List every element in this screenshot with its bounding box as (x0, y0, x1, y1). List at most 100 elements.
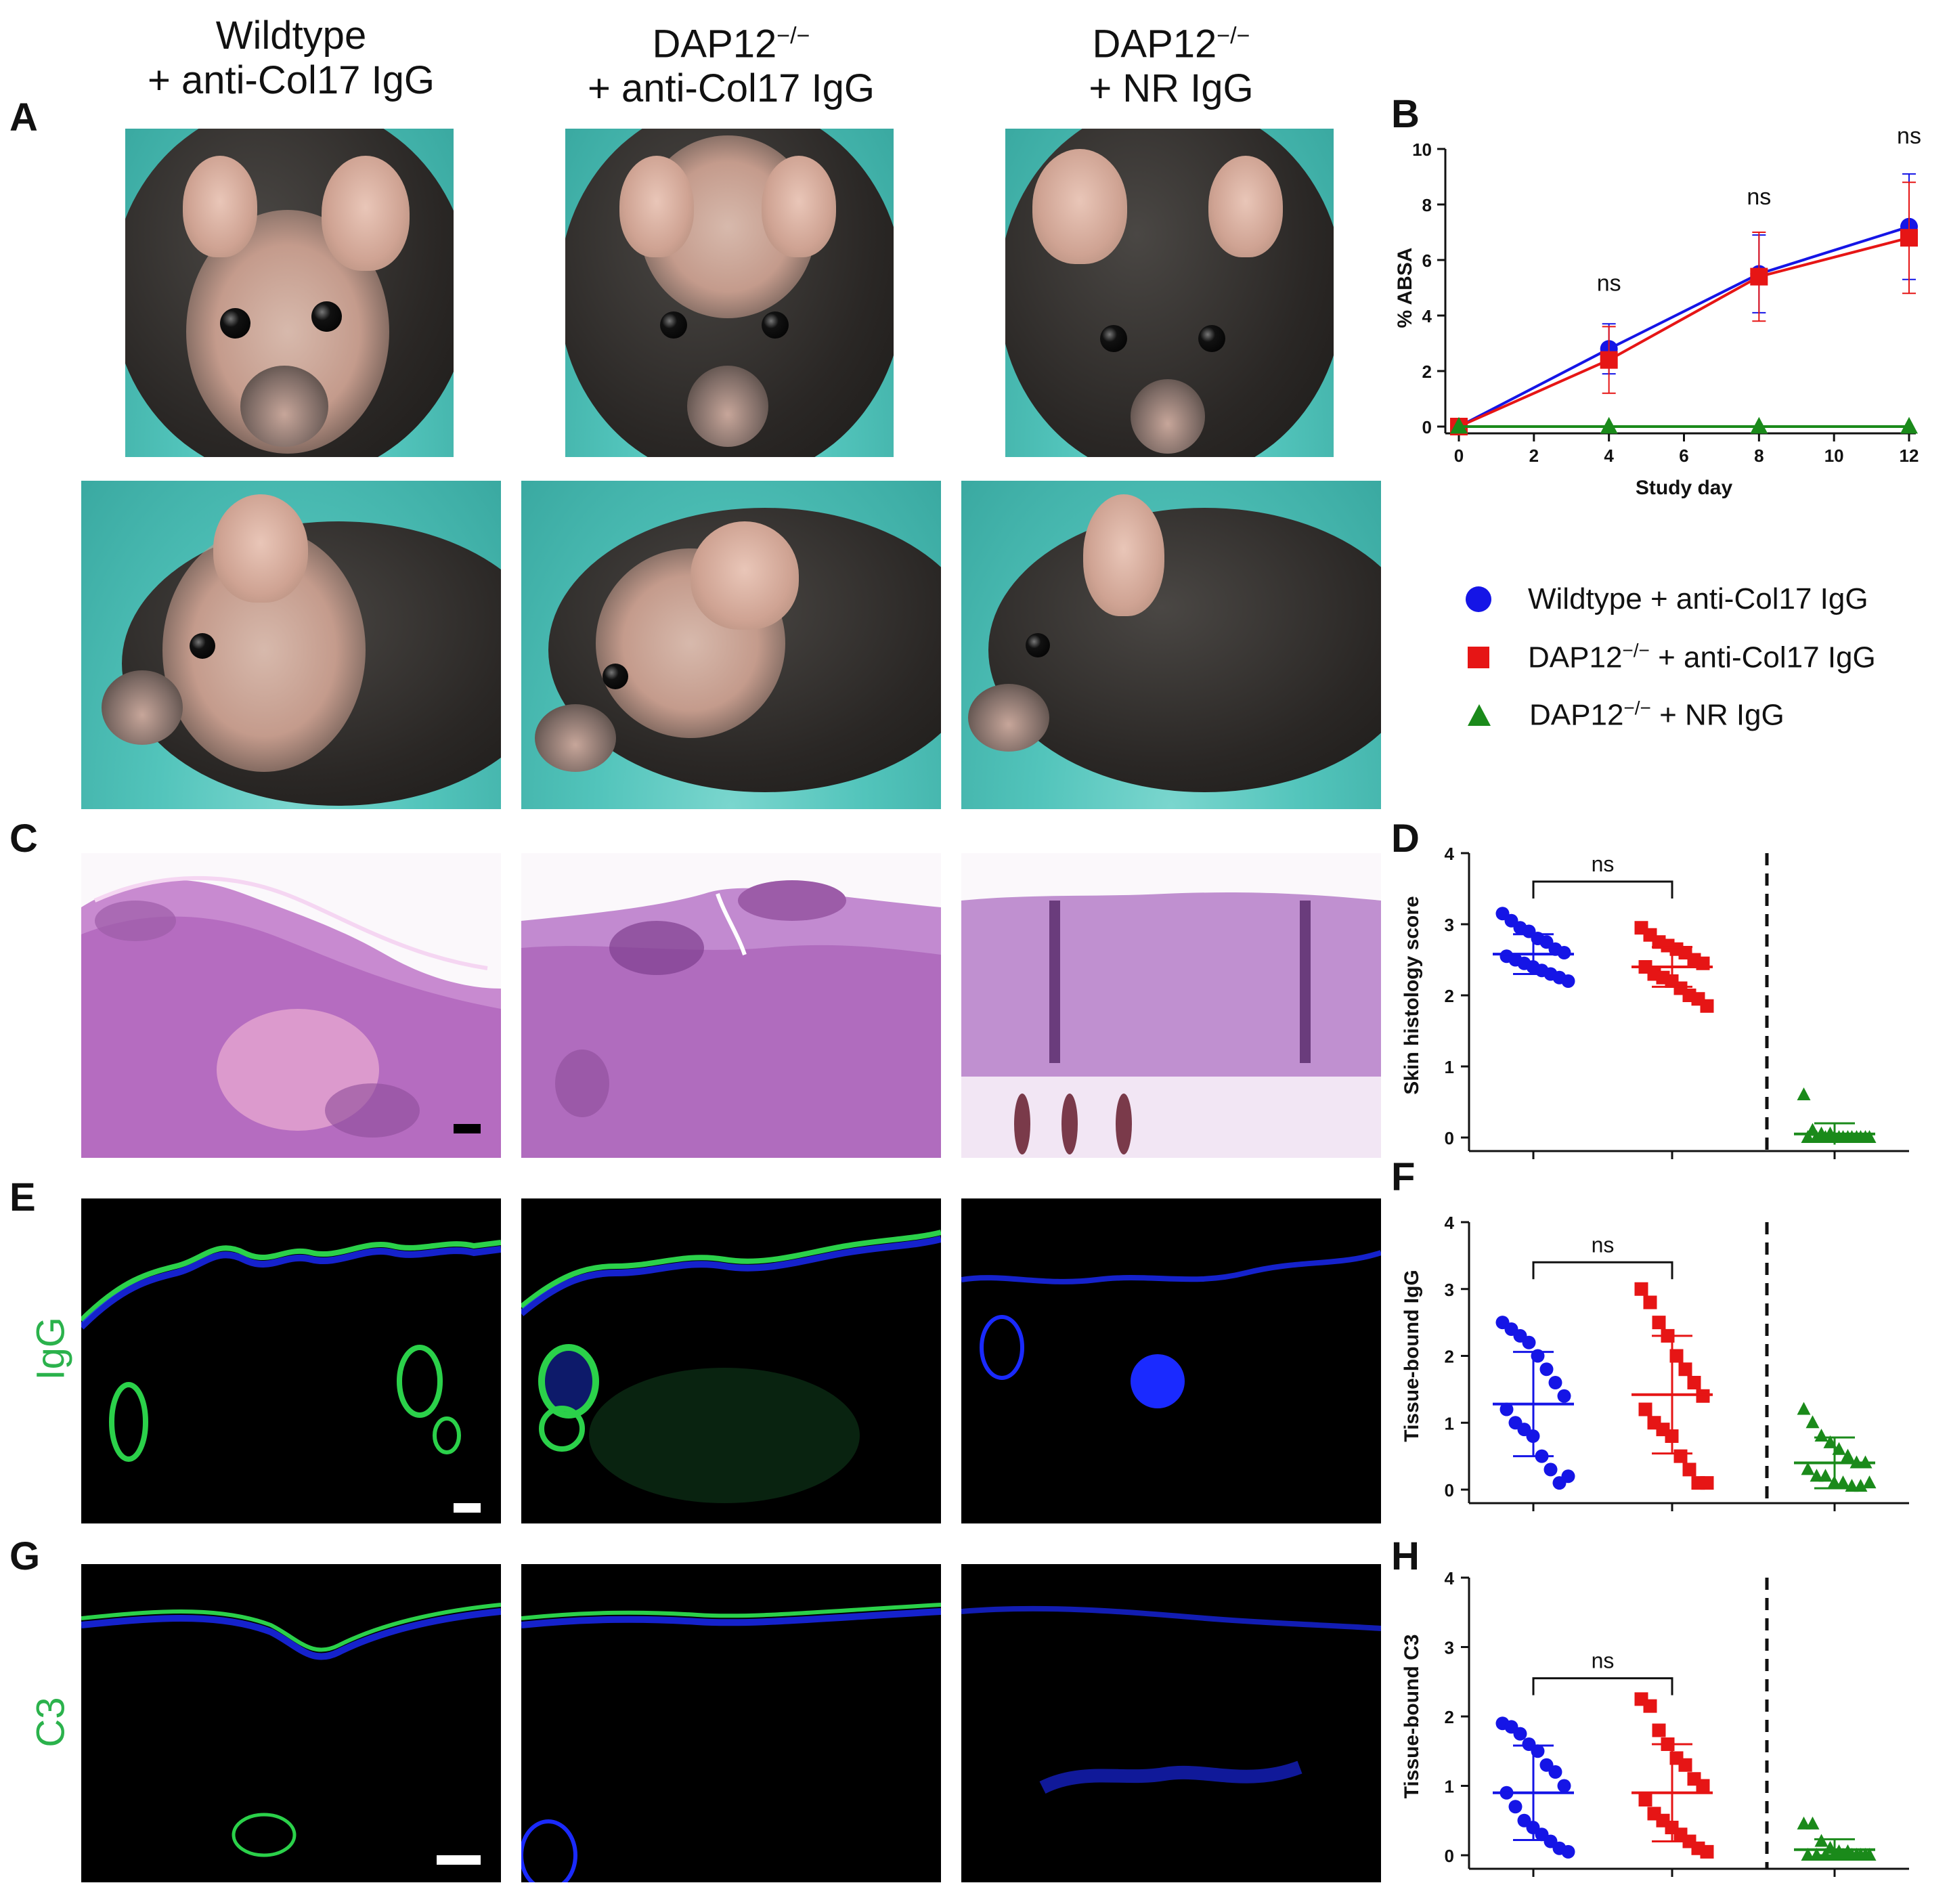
y-tick-label: 2 (1445, 1707, 1454, 1727)
data-point (1638, 1793, 1652, 1806)
panel-label-e: E (9, 1175, 36, 1219)
data-point (1750, 267, 1768, 286)
data-point (1643, 1295, 1657, 1310)
eye (660, 311, 687, 339)
data-point (1539, 1362, 1554, 1377)
histology-wildtype (81, 853, 501, 1158)
fluorescence-image (81, 1603, 501, 1857)
y-tick-label: 4 (1445, 1213, 1455, 1233)
data-point (1700, 1844, 1714, 1859)
histology-dap12-anticol17 (521, 853, 941, 1158)
y-tick-label: 2 (1445, 986, 1454, 1006)
histology-tissue (961, 892, 1381, 1158)
fluorescence-image (961, 1605, 1381, 1794)
fluorescence-c3-dap12-anticol17 (521, 1564, 941, 1882)
legend-label: DAP12−/− + NR IgG (1529, 697, 1784, 732)
data-point (1543, 1463, 1558, 1477)
fluorescence-image (961, 1250, 1381, 1408)
data-point (1678, 1758, 1692, 1772)
data-point (1600, 416, 1618, 434)
fluorescence-image (521, 1603, 941, 1882)
ear (691, 521, 799, 630)
y-tick-label: 1 (1445, 1413, 1454, 1433)
data-point (1634, 1282, 1648, 1296)
ear (762, 156, 836, 257)
eye (762, 311, 789, 339)
legend-label: Wildtype + anti-Col17 IgG (1528, 582, 1868, 615)
scale-bar (437, 1855, 481, 1865)
series-line (1458, 225, 1910, 428)
fluorescence-igg-wildtype (81, 1198, 501, 1523)
snout (240, 366, 328, 447)
significance-bracket (1532, 1261, 1673, 1280)
data-point (1841, 1448, 1855, 1462)
data-point (1854, 1130, 1868, 1143)
data-point (1678, 1362, 1692, 1377)
fluorescence-image (521, 1230, 941, 1503)
significance-bracket (1532, 1677, 1673, 1695)
data-point (1508, 1800, 1523, 1814)
eye (1198, 325, 1225, 352)
y-axis-label: Skin histology score (1401, 896, 1423, 1094)
data-point (1797, 1816, 1811, 1830)
data-point (1522, 1335, 1536, 1349)
y-tick-label: 2 (1445, 1347, 1454, 1367)
y-axis-label: Tissue-bound IgG (1401, 1270, 1423, 1442)
data-point (1854, 1479, 1868, 1492)
y-tick-label: 1 (1445, 1777, 1454, 1797)
snout (102, 670, 183, 745)
legend-circle-icon (1466, 586, 1491, 612)
legend-item-wildtype: Wildtype + anti-Col17 IgG (1466, 582, 1868, 616)
eye (190, 633, 215, 659)
y-tick-label: 0 (1445, 1846, 1454, 1866)
y-axis-label: % ABSA (1395, 248, 1416, 328)
eye (1026, 633, 1050, 657)
row-label-igg: IgG (28, 1317, 73, 1381)
eye (603, 664, 628, 689)
significance-label: ns (1592, 852, 1615, 876)
snout (535, 704, 616, 772)
chart-absa-time-course: 0 2 4 6 8 10 0 2 4 6 8 10 12 Study day % ABSA ns ns ns (1395, 123, 1921, 499)
data-point (1687, 1376, 1701, 1389)
fluorescence-igg-dap12-anticol17 (521, 1198, 941, 1523)
y-tick-label: 3 (1445, 1280, 1454, 1300)
ear (1083, 494, 1164, 616)
data-point (1652, 1723, 1666, 1737)
legend-label: DAP12−/− + anti-Col17 IgG (1528, 640, 1876, 674)
data-point (1700, 999, 1714, 1013)
y-tick-label: 8 (1422, 195, 1432, 215)
data-point (1652, 1316, 1666, 1330)
snout (687, 366, 768, 447)
data-point (1810, 1469, 1824, 1482)
data-point (1836, 1475, 1850, 1489)
y-tick-label: 6 (1422, 251, 1432, 271)
data-point (1805, 1415, 1820, 1429)
panel-label-a: A (9, 95, 38, 139)
ear (1208, 156, 1283, 257)
panel-label-d: D (1391, 817, 1420, 861)
data-point (1600, 351, 1618, 369)
y-tick-label: 3 (1445, 915, 1454, 935)
data-point (1561, 1469, 1575, 1484)
significance-label: ns (1897, 123, 1921, 149)
eye (220, 308, 250, 339)
data-point (1557, 1779, 1571, 1793)
data-point (1805, 1816, 1820, 1830)
panel-label-f: F (1391, 1155, 1416, 1199)
ear (1032, 149, 1127, 264)
significance-label: ns (1597, 270, 1621, 296)
y-tick-label: 4 (1445, 1568, 1455, 1588)
chart-tissue-bound-igg: 0 1 2 3 4 Tissue-bound IgG ns (1401, 1213, 1909, 1511)
legend-item-dap12-nr: DAP12−/− + NR IgG (1466, 697, 1784, 733)
eye (311, 301, 342, 332)
column-title-dap12-anticol17: DAP12−/− + anti-Col17 IgG (542, 14, 921, 111)
y-tick-label: 4 (1445, 844, 1455, 864)
mouse-body (988, 508, 1381, 792)
x-tick-label: 10 (1824, 446, 1844, 466)
ear (619, 156, 694, 257)
data-point (1862, 1848, 1877, 1861)
significance-bracket (1532, 880, 1673, 899)
photo-dap12-nr-lateral (961, 481, 1381, 809)
data-point (1548, 1765, 1562, 1779)
x-tick-label: 4 (1604, 446, 1614, 466)
